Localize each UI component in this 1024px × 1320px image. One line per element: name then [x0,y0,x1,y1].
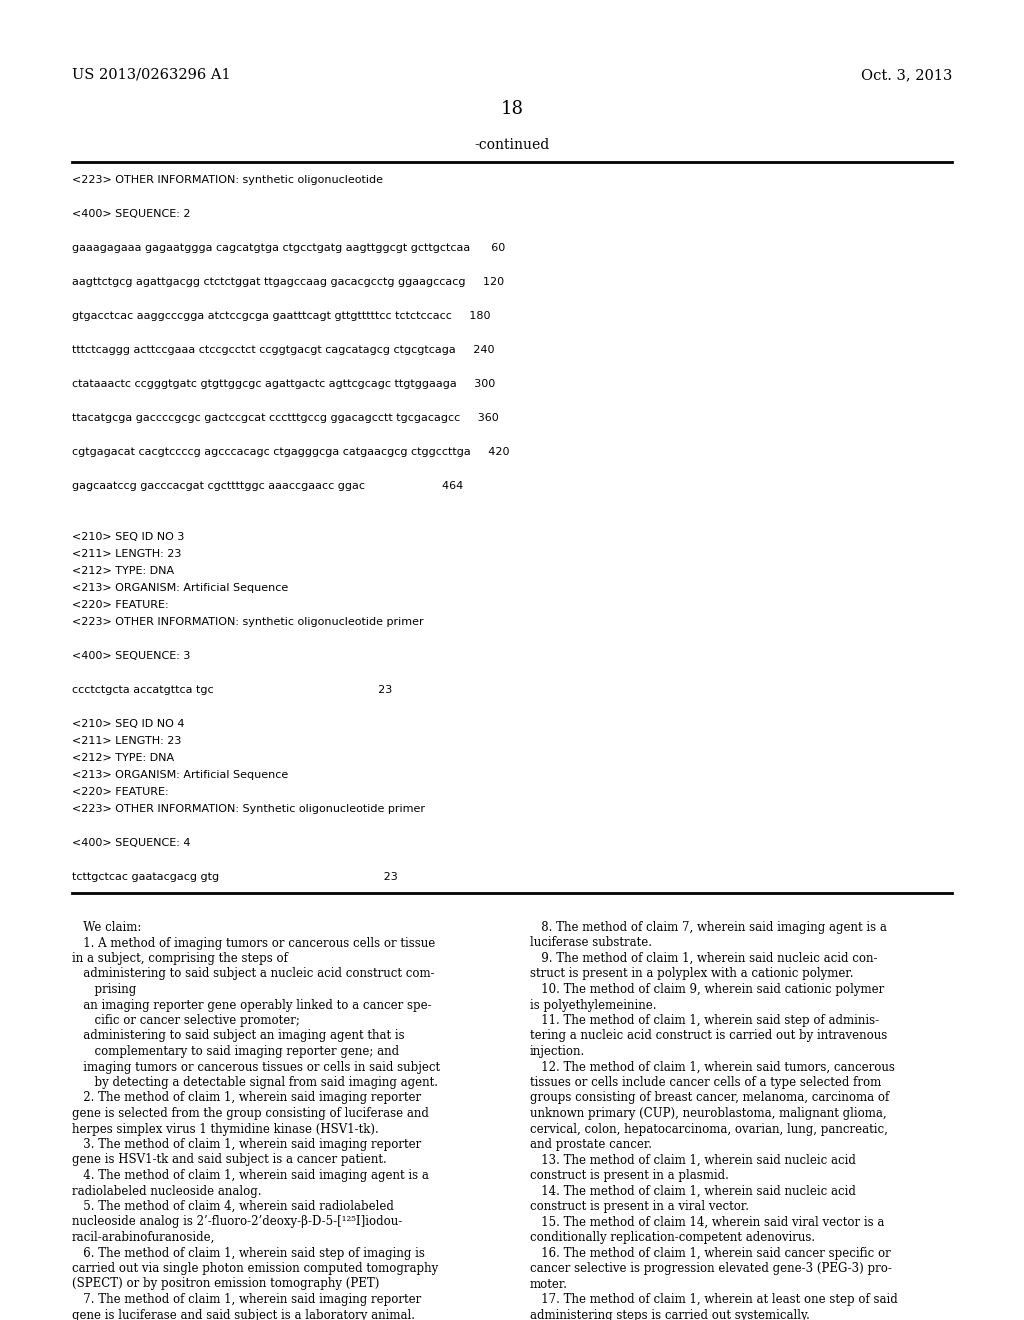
Text: ctataaactc ccgggtgatc gtgttggcgc agattgactc agttcgcagc ttgtggaaga     300: ctataaactc ccgggtgatc gtgttggcgc agattga… [72,379,496,389]
Text: gene is luciferase and said subject is a laboratory animal.: gene is luciferase and said subject is a… [72,1308,415,1320]
Text: prising: prising [72,983,136,997]
Text: complementary to said imaging reporter gene; and: complementary to said imaging reporter g… [72,1045,399,1059]
Text: Oct. 3, 2013: Oct. 3, 2013 [860,69,952,82]
Text: tttctcaggg acttccgaaa ctccgcctct ccggtgacgt cagcatagcg ctgcgtcaga     240: tttctcaggg acttccgaaa ctccgcctct ccggtga… [72,345,495,355]
Text: administering to said subject an imaging agent that is: administering to said subject an imaging… [72,1030,404,1043]
Text: cific or cancer selective promoter;: cific or cancer selective promoter; [72,1014,300,1027]
Text: We claim:: We claim: [72,921,141,935]
Text: 13. The method of claim 1, wherein said nucleic acid: 13. The method of claim 1, wherein said … [530,1154,856,1167]
Text: <223> OTHER INFORMATION: synthetic oligonucleotide: <223> OTHER INFORMATION: synthetic oligo… [72,176,383,185]
Text: <211> LENGTH: 23: <211> LENGTH: 23 [72,549,181,558]
Text: <213> ORGANISM: Artificial Sequence: <213> ORGANISM: Artificial Sequence [72,770,288,780]
Text: is polyethylemeinine.: is polyethylemeinine. [530,998,656,1011]
Text: 12. The method of claim 1, wherein said tumors, cancerous: 12. The method of claim 1, wherein said … [530,1060,895,1073]
Text: herpes simplex virus 1 thymidine kinase (HSV1-tk).: herpes simplex virus 1 thymidine kinase … [72,1122,379,1135]
Text: US 2013/0263296 A1: US 2013/0263296 A1 [72,69,230,82]
Text: 8. The method of claim 7, wherein said imaging agent is a: 8. The method of claim 7, wherein said i… [530,921,887,935]
Text: radiolabeled nucleoside analog.: radiolabeled nucleoside analog. [72,1184,261,1197]
Text: conditionally replication-competent adenovirus.: conditionally replication-competent aden… [530,1232,815,1243]
Text: <213> ORGANISM: Artificial Sequence: <213> ORGANISM: Artificial Sequence [72,583,288,593]
Text: administering to said subject a nucleic acid construct com-: administering to said subject a nucleic … [72,968,434,981]
Text: -continued: -continued [474,139,550,152]
Text: <212> TYPE: DNA: <212> TYPE: DNA [72,752,174,763]
Text: by detecting a detectable signal from said imaging agent.: by detecting a detectable signal from sa… [72,1076,438,1089]
Text: 10. The method of claim 9, wherein said cationic polymer: 10. The method of claim 9, wherein said … [530,983,885,997]
Text: <400> SEQUENCE: 2: <400> SEQUENCE: 2 [72,209,190,219]
Text: <212> TYPE: DNA: <212> TYPE: DNA [72,566,174,576]
Text: <223> OTHER INFORMATION: Synthetic oligonucleotide primer: <223> OTHER INFORMATION: Synthetic oligo… [72,804,425,814]
Text: gaaagagaaa gagaatggga cagcatgtga ctgcctgatg aagttggcgt gcttgctcaa      60: gaaagagaaa gagaatggga cagcatgtga ctgcctg… [72,243,505,253]
Text: 1. A method of imaging tumors or cancerous cells or tissue: 1. A method of imaging tumors or cancero… [72,936,435,949]
Text: groups consisting of breast cancer, melanoma, carcinoma of: groups consisting of breast cancer, mela… [530,1092,889,1105]
Text: <211> LENGTH: 23: <211> LENGTH: 23 [72,737,181,746]
Text: luciferase substrate.: luciferase substrate. [530,936,652,949]
Text: tering a nucleic acid construct is carried out by intravenous: tering a nucleic acid construct is carri… [530,1030,887,1043]
Text: 17. The method of claim 1, wherein at least one step of said: 17. The method of claim 1, wherein at le… [530,1294,898,1305]
Text: gtgacctcac aaggcccgga atctccgcga gaatttcagt gttgtttttcc tctctccacc     180: gtgacctcac aaggcccgga atctccgcga gaatttc… [72,312,490,321]
Text: (SPECT) or by positron emission tomography (PET): (SPECT) or by positron emission tomograp… [72,1278,379,1291]
Text: struct is present in a polyplex with a cationic polymer.: struct is present in a polyplex with a c… [530,968,853,981]
Text: 7. The method of claim 1, wherein said imaging reporter: 7. The method of claim 1, wherein said i… [72,1294,421,1305]
Text: <400> SEQUENCE: 3: <400> SEQUENCE: 3 [72,651,190,661]
Text: cgtgagacat cacgtccccg agcccacagc ctgagggcga catgaacgcg ctggccttga     420: cgtgagacat cacgtccccg agcccacagc ctgaggg… [72,447,510,457]
Text: <220> FEATURE:: <220> FEATURE: [72,601,169,610]
Text: gagcaatccg gacccacgat cgcttttggc aaaccgaacc ggac                      464: gagcaatccg gacccacgat cgcttttggc aaaccga… [72,480,463,491]
Text: <210> SEQ ID NO 3: <210> SEQ ID NO 3 [72,532,184,543]
Text: administering steps is carried out systemically.: administering steps is carried out syste… [530,1308,810,1320]
Text: tcttgctcac gaatacgacg gtg                                               23: tcttgctcac gaatacgacg gtg 23 [72,873,397,882]
Text: ccctctgcta accatgttca tgc                                               23: ccctctgcta accatgttca tgc 23 [72,685,392,696]
Text: cervical, colon, hepatocarcinoma, ovarian, lung, pancreatic,: cervical, colon, hepatocarcinoma, ovaria… [530,1122,888,1135]
Text: 16. The method of claim 1, wherein said cancer specific or: 16. The method of claim 1, wherein said … [530,1246,891,1259]
Text: cancer selective is progression elevated gene-3 (PEG-3) pro-: cancer selective is progression elevated… [530,1262,892,1275]
Text: racil-arabinofuranoside,: racil-arabinofuranoside, [72,1232,215,1243]
Text: 6. The method of claim 1, wherein said step of imaging is: 6. The method of claim 1, wherein said s… [72,1246,425,1259]
Text: and prostate cancer.: and prostate cancer. [530,1138,652,1151]
Text: carried out via single photon emission computed tomography: carried out via single photon emission c… [72,1262,438,1275]
Text: 18: 18 [501,100,523,117]
Text: an imaging reporter gene operably linked to a cancer spe-: an imaging reporter gene operably linked… [72,998,432,1011]
Text: injection.: injection. [530,1045,586,1059]
Text: 5. The method of claim 4, wherein said radiolabeled: 5. The method of claim 4, wherein said r… [72,1200,394,1213]
Text: nucleoside analog is 2’-fluoro-2’deoxy-β-D-5-[¹²⁵I]iodou-: nucleoside analog is 2’-fluoro-2’deoxy-β… [72,1216,402,1229]
Text: gene is HSV1-tk and said subject is a cancer patient.: gene is HSV1-tk and said subject is a ca… [72,1154,387,1167]
Text: gene is selected from the group consisting of luciferase and: gene is selected from the group consisti… [72,1107,429,1119]
Text: 2. The method of claim 1, wherein said imaging reporter: 2. The method of claim 1, wherein said i… [72,1092,421,1105]
Text: 4. The method of claim 1, wherein said imaging agent is a: 4. The method of claim 1, wherein said i… [72,1170,429,1181]
Text: in a subject, comprising the steps of: in a subject, comprising the steps of [72,952,288,965]
Text: ttacatgcga gaccccgcgc gactccgcat ccctttgccg ggacagcctt tgcgacagcc     360: ttacatgcga gaccccgcgc gactccgcat ccctttg… [72,413,499,422]
Text: <400> SEQUENCE: 4: <400> SEQUENCE: 4 [72,838,190,847]
Text: imaging tumors or cancerous tissues or cells in said subject: imaging tumors or cancerous tissues or c… [72,1060,440,1073]
Text: aagttctgcg agattgacgg ctctctggat ttgagccaag gacacgcctg ggaagccacg     120: aagttctgcg agattgacgg ctctctggat ttgagcc… [72,277,504,286]
Text: 3. The method of claim 1, wherein said imaging reporter: 3. The method of claim 1, wherein said i… [72,1138,421,1151]
Text: construct is present in a viral vector.: construct is present in a viral vector. [530,1200,749,1213]
Text: 14. The method of claim 1, wherein said nucleic acid: 14. The method of claim 1, wherein said … [530,1184,856,1197]
Text: 15. The method of claim 14, wherein said viral vector is a: 15. The method of claim 14, wherein said… [530,1216,885,1229]
Text: moter.: moter. [530,1278,568,1291]
Text: <220> FEATURE:: <220> FEATURE: [72,787,169,797]
Text: tissues or cells include cancer cells of a type selected from: tissues or cells include cancer cells of… [530,1076,882,1089]
Text: <210> SEQ ID NO 4: <210> SEQ ID NO 4 [72,719,184,729]
Text: 11. The method of claim 1, wherein said step of adminis-: 11. The method of claim 1, wherein said … [530,1014,880,1027]
Text: 9. The method of claim 1, wherein said nucleic acid con-: 9. The method of claim 1, wherein said n… [530,952,878,965]
Text: <223> OTHER INFORMATION: synthetic oligonucleotide primer: <223> OTHER INFORMATION: synthetic oligo… [72,616,424,627]
Text: construct is present in a plasmid.: construct is present in a plasmid. [530,1170,729,1181]
Text: unknown primary (CUP), neuroblastoma, malignant glioma,: unknown primary (CUP), neuroblastoma, ma… [530,1107,887,1119]
